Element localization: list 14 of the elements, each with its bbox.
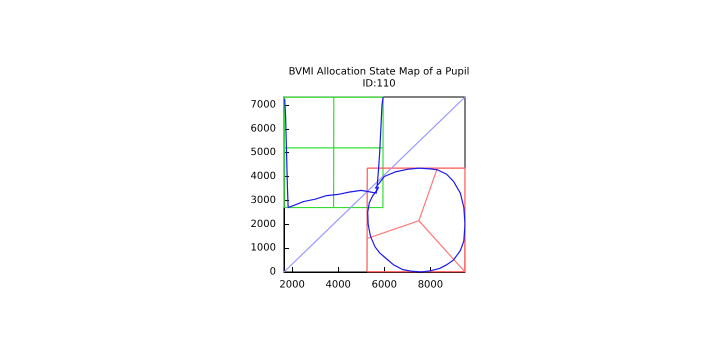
chart-subtitle: ID:110 (362, 78, 396, 90)
y-tick-label: 4000 (250, 171, 276, 182)
y-tick-label: 1000 (250, 242, 276, 254)
y-tick-label: 2000 (250, 218, 276, 230)
chart-title: BVMI Allocation State Map of a Pupil (288, 66, 470, 78)
x-tick-label: 8000 (418, 280, 444, 290)
y-tick-label: 5000 (250, 147, 276, 158)
y-tick-label: 0 (270, 266, 276, 278)
x-tick-label: 4000 (325, 280, 351, 290)
y-tick-label: 3000 (250, 194, 276, 206)
x-tick-label: 2000 (279, 280, 305, 290)
y-tick-label: 7000 (250, 99, 276, 110)
y-tick-label: 6000 (250, 123, 276, 134)
x-tick-label: 6000 (372, 280, 398, 290)
